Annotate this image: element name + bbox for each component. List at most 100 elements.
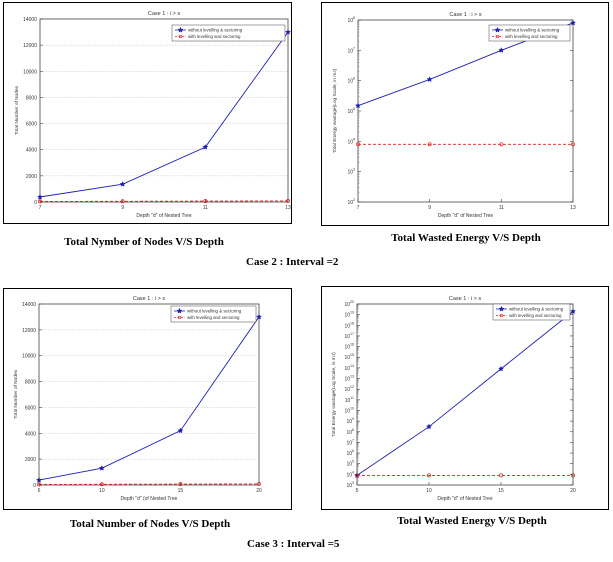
y-tick-label: 1014 [344, 364, 354, 372]
chart-panel-nodes-case3: Case 1 : i > s 0 2000 4000 6000 8000 10000 1200… [3, 288, 292, 510]
y-tick-label: 105 [347, 107, 355, 115]
series-line-1 [39, 31, 289, 198]
y-tick-label: 1011 [345, 396, 354, 404]
y-tick-label: 1013 [344, 375, 354, 383]
y-tick-label: 10000 [22, 354, 36, 360]
y-tick-label: 108 [346, 428, 354, 436]
series-line-2 [39, 200, 289, 202]
y-tick-label: 12000 [23, 43, 37, 49]
y-tick-label: 6000 [25, 405, 36, 411]
data-point-1 [36, 193, 44, 200]
y-tick-label: 1012 [344, 385, 354, 393]
x-axis-label: Depth "d" of Nested Tree [437, 496, 492, 502]
chart-energy-vs-depth-case3: Case 1 : i > s10310410510610710810910101… [331, 296, 577, 502]
y-tick-label: 1018 [344, 321, 354, 329]
data-point-2 [203, 199, 208, 204]
y-tick-label: 0 [33, 483, 36, 489]
data-point-1 [202, 143, 209, 150]
x-tick-label: 10 [99, 488, 105, 494]
x-tick-label: 5 [356, 488, 359, 494]
legend-marker-2 [499, 313, 504, 318]
caption-energy-case3: Total Wasted Energy V/S Depth [397, 515, 547, 527]
y-tick-label: 1019 [344, 311, 354, 319]
legend-label-2: with levelling and sectoring [509, 313, 562, 318]
series-line-1 [356, 311, 574, 476]
legend-marker-2 [177, 315, 182, 320]
legend-label-1: without levelling & sectoring [505, 28, 560, 33]
y-tick-label: 14000 [23, 17, 37, 23]
series-line-1 [38, 316, 260, 481]
x-tick-label: 15 [178, 488, 184, 494]
chart-title: Case 1 : i > s [148, 11, 181, 17]
plot-area [39, 18, 289, 203]
case-3-heading: Case 3 : Interval =5 [247, 538, 340, 550]
x-tick-label: 10 [426, 488, 432, 494]
data-point-1 [569, 19, 577, 26]
y-tick-label: 14000 [22, 302, 36, 308]
plot-area [357, 19, 574, 203]
legend-marker-2 [495, 34, 500, 39]
x-axis-label: Depth "d" of Nested Tree [438, 213, 493, 219]
y-tick-label: 6000 [26, 122, 37, 128]
data-point-1 [255, 313, 263, 320]
legend-label-1: without levelling & sectoring [188, 28, 243, 33]
y-tick-label: 103 [347, 168, 355, 176]
legend-label-1: without levelling & sectoring [187, 309, 242, 314]
case-2-heading: Case 2 : Interval =2 [246, 256, 339, 268]
y-axis-label: Total Energy wastage(Log Scale, in mJ) [331, 352, 337, 437]
y-tick-label: 109 [346, 417, 354, 425]
legend-label-2: with levelling and sectoring [188, 34, 241, 39]
legend-box [492, 303, 571, 321]
data-point-2 [571, 142, 575, 147]
data-point-1 [119, 180, 126, 187]
y-tick-label: 108 [347, 16, 355, 24]
plot-area [356, 303, 574, 486]
y-tick-label: 104 [346, 470, 354, 478]
chart-panel-energy-case2: Case 1 : i > s 102 103 104 105 106 107 108 7 9 11 1… [321, 2, 609, 226]
x-tick-label: 9 [428, 205, 431, 211]
legend-marker-1 [176, 307, 183, 314]
y-tick-label: 1010 [344, 406, 354, 414]
caption-energy-case2: Total Wasted Energy V/S Depth [391, 232, 541, 244]
y-tick-label: 106 [347, 77, 355, 85]
data-point-1 [497, 365, 505, 372]
legend-box [170, 305, 257, 323]
data-point-1 [354, 102, 362, 109]
y-tick-label: 1020 [344, 300, 354, 308]
legend-label-1: without levelling & sectoring [509, 307, 564, 312]
legend-label-2: with levelling and sectoring [187, 315, 240, 320]
data-point-2 [427, 142, 432, 147]
data-point-1 [425, 423, 433, 430]
data-point-2 [499, 473, 503, 478]
data-point-2 [38, 199, 42, 204]
chart-nodes-vs-depth-case3: Case 1 : i > s 0 2000 4000 6000 8000 10000 1200… [13, 296, 263, 502]
legend-marker-1 [177, 26, 184, 33]
data-point-2 [355, 473, 359, 478]
caption-nodes-case2: Total Nymber of Nodes V/S Depth [64, 236, 224, 248]
data-point-1 [426, 76, 433, 83]
chart-title: Case 1 : i > s [449, 296, 482, 302]
plot-area [38, 303, 260, 486]
y-tick-label: 4000 [26, 148, 37, 154]
x-tick-label: 7 [39, 205, 42, 211]
data-point-1 [35, 476, 43, 483]
data-point-2 [120, 199, 125, 204]
data-point-1 [177, 427, 184, 434]
legend-marker-1 [494, 26, 501, 33]
x-tick-label: 7 [357, 205, 360, 211]
legend-box [171, 24, 286, 42]
data-point-2 [257, 481, 261, 486]
y-tick-label: 4000 [25, 431, 36, 437]
y-axis-label: Total Energy wastage(Log Scale, in mJ) [332, 68, 338, 153]
y-tick-label: 12000 [22, 328, 36, 334]
y-tick-label: 8000 [26, 95, 37, 101]
data-point-2 [37, 482, 41, 487]
caption-nodes-case3: Total Number of Nodes V/S Depth [69, 518, 231, 530]
y-tick-label: 2000 [26, 174, 37, 180]
x-tick-label: 11 [499, 205, 504, 211]
x-tick-label: 20 [256, 488, 262, 494]
data-point-2 [427, 473, 431, 478]
